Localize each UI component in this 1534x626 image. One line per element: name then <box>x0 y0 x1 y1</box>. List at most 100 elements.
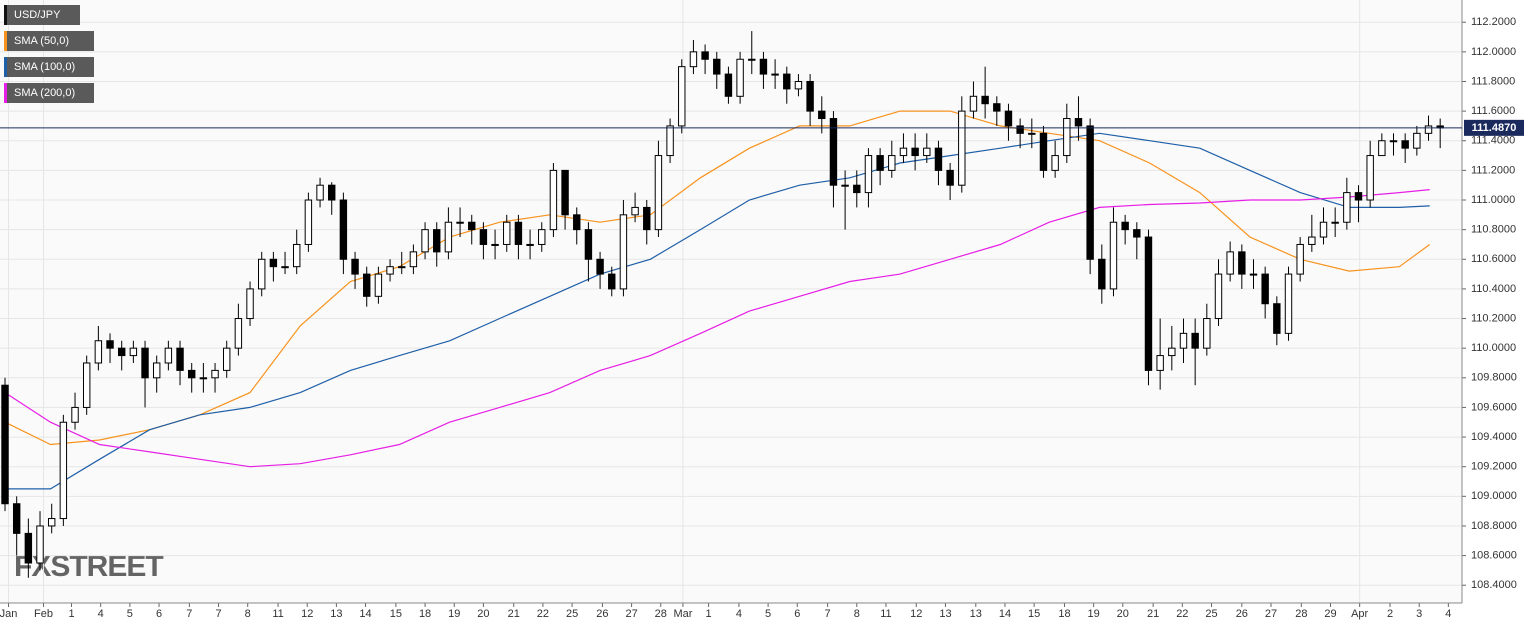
x-tick-label: 29 <box>1324 608 1336 620</box>
y-tick-label: 111.2000 <box>1471 164 1515 176</box>
x-tick-label: 3 <box>1416 608 1422 620</box>
y-tick-label: 112.2000 <box>1471 16 1516 28</box>
x-tick-label: 5 <box>127 608 133 620</box>
candle-body <box>94 340 103 364</box>
x-tick-label: Jan <box>0 608 17 620</box>
legend-swatch <box>4 83 7 103</box>
candle-body <box>491 243 499 246</box>
candle-body <box>1366 155 1374 201</box>
candle-body <box>981 95 989 105</box>
candle-body <box>1378 140 1386 157</box>
candle-body <box>958 110 966 186</box>
sma-line <box>4 110 1431 446</box>
x-tick-label: 27 <box>1265 608 1277 620</box>
x-tick-label: 21 <box>508 608 520 620</box>
x-tick-label: 15 <box>1028 608 1040 620</box>
candle-body <box>234 318 243 349</box>
candle-body <box>1144 236 1153 371</box>
candle-body <box>888 155 896 171</box>
x-tick-label: Apr <box>1351 608 1368 620</box>
x-tick-label: 7 <box>186 608 192 620</box>
y-tick-label: 108.6000 <box>1471 549 1517 561</box>
candle-body <box>853 184 861 194</box>
x-tick-label: 12 <box>910 608 922 620</box>
y-tick-label: 111.0000 <box>1471 194 1515 206</box>
x-tick-label: 22 <box>1176 608 1188 620</box>
candle-body <box>724 73 733 97</box>
x-tick-label: 21 <box>1147 608 1159 620</box>
y-tick-label: 112.0000 <box>1471 46 1516 58</box>
candle-body <box>444 221 453 253</box>
candle-body <box>608 273 616 290</box>
candle-body <box>164 347 173 364</box>
candle-body <box>223 347 231 371</box>
candle-body <box>339 199 348 260</box>
y-tick-label: 110.6000 <box>1471 253 1516 265</box>
y-tick-label: 109.8000 <box>1471 372 1517 384</box>
candle-body <box>1028 132 1036 135</box>
candle-body <box>1343 192 1351 223</box>
candle-body <box>1273 303 1281 334</box>
candle-body <box>923 147 931 157</box>
candle-body <box>176 347 184 371</box>
candle-body <box>363 273 371 297</box>
candle-body <box>398 266 406 269</box>
candle-body <box>666 125 674 157</box>
legend-swatch <box>4 31 7 51</box>
candle-body <box>1039 132 1048 171</box>
candle-body <box>59 421 68 520</box>
candle-body <box>1179 332 1188 349</box>
candle-body <box>713 58 721 75</box>
candle-body <box>1389 140 1398 143</box>
legend-box <box>4 5 80 25</box>
candle-body <box>1133 229 1141 238</box>
candle-body <box>258 258 266 290</box>
candle-body <box>654 155 663 231</box>
x-tick-label: 19 <box>448 608 460 620</box>
candle-body <box>1401 140 1409 149</box>
candle-body <box>1261 273 1269 305</box>
candle-body <box>538 229 546 245</box>
candle-body <box>771 73 779 76</box>
x-tick-label: 8 <box>245 608 251 620</box>
x-tick-label: Mar <box>673 608 692 620</box>
candle-body <box>736 58 744 97</box>
candle-body <box>794 80 803 90</box>
candle-body <box>876 155 884 171</box>
candle-body <box>468 221 476 231</box>
legend-label: USD/JPY <box>14 9 61 21</box>
candle-body <box>946 169 954 186</box>
candle-body <box>106 340 114 349</box>
legend-swatch <box>4 5 7 25</box>
y-tick-label: 108.8000 <box>1471 520 1517 532</box>
candle-body <box>1086 125 1094 260</box>
candle-body <box>47 518 56 527</box>
x-tick-label: 14 <box>359 608 371 620</box>
candle-body <box>993 103 1001 112</box>
candle-body <box>1296 243 1304 275</box>
candle-body <box>783 73 791 90</box>
candle-body <box>24 532 33 564</box>
candle-body <box>911 147 919 157</box>
candle-body <box>1121 221 1129 231</box>
candle-body <box>386 266 394 275</box>
candle-body <box>421 229 429 253</box>
x-tick-label: 4 <box>736 608 742 620</box>
candle-body <box>561 169 569 216</box>
candle-body <box>293 243 301 268</box>
candle-body <box>689 51 698 68</box>
y-tick-label: 111.4000 <box>1471 135 1515 147</box>
candle-body <box>141 347 149 379</box>
candle-body <box>1203 318 1211 349</box>
candle-body <box>806 80 814 112</box>
x-tick-label: 11 <box>272 608 283 620</box>
candle-body <box>409 251 418 268</box>
x-tick-label: 15 <box>390 608 402 620</box>
legend-label: SMA (50,0) <box>14 35 69 47</box>
candle-body <box>526 243 534 246</box>
candle-body <box>1354 192 1363 201</box>
legend-box <box>4 83 94 103</box>
candle-body <box>503 221 511 245</box>
candle-body <box>433 229 441 253</box>
